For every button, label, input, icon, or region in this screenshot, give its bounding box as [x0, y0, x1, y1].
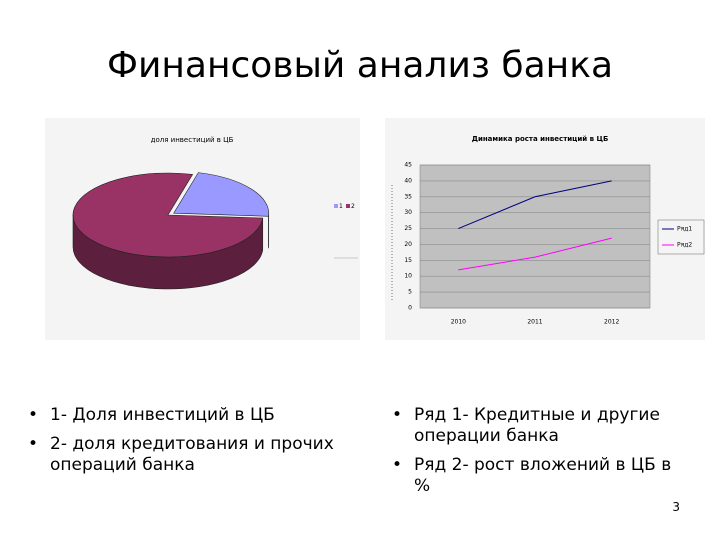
legend-label: 2: [351, 203, 355, 210]
left-bullets: 1- Доля инвестиций в ЦБ 2- доля кредитов…: [28, 405, 373, 484]
pie-slice: [173, 172, 270, 217]
x-tick-label: 2011: [527, 319, 542, 326]
page-number: 3: [672, 500, 680, 514]
x-tick-label: 2010: [451, 319, 466, 326]
y-tick-label: 0: [408, 305, 412, 312]
y-tick-label: 10: [404, 273, 412, 280]
bullet: Ряд 2- рост вложений в ЦБ в %: [392, 455, 682, 497]
bullet: 2- доля кредитования и прочих операций б…: [28, 434, 373, 476]
x-tick-label: 2012: [604, 319, 619, 326]
line-title: Динамика роста инвестиций в ЦБ: [472, 135, 609, 143]
slide-title: Финансовый анализ банка: [106, 45, 614, 86]
y-tick-label: 45: [404, 162, 412, 169]
bullet: Ряд 1- Кредитные и другие операции банка: [392, 405, 682, 447]
plot-area: [419, 164, 651, 309]
legend-swatch: [334, 204, 338, 208]
y-tick-label: 5: [408, 289, 412, 296]
series-line: [458, 237, 612, 271]
series-line: [458, 180, 612, 230]
legend-box: [657, 219, 705, 255]
y-tick-label: 25: [404, 225, 412, 232]
pie-slice: [72, 172, 264, 258]
y-tick-label: 15: [404, 257, 412, 264]
right-bullets: Ряд 1- Кредитные и другие операции банка…: [392, 405, 682, 505]
y-tick-label: 40: [404, 177, 412, 184]
legend-label: Ряд1: [677, 226, 692, 233]
legend-label: Ряд2: [677, 242, 692, 249]
y-tick-label: 30: [404, 209, 412, 216]
pie-title: доля инвестиций в ЦБ: [151, 136, 234, 144]
bullet: 1- Доля инвестиций в ЦБ: [28, 405, 373, 426]
legend-label: 1: [339, 203, 343, 210]
y-tick-label: 35: [404, 193, 412, 200]
legend-swatch: [346, 204, 350, 208]
y-tick-label: 20: [404, 241, 412, 248]
